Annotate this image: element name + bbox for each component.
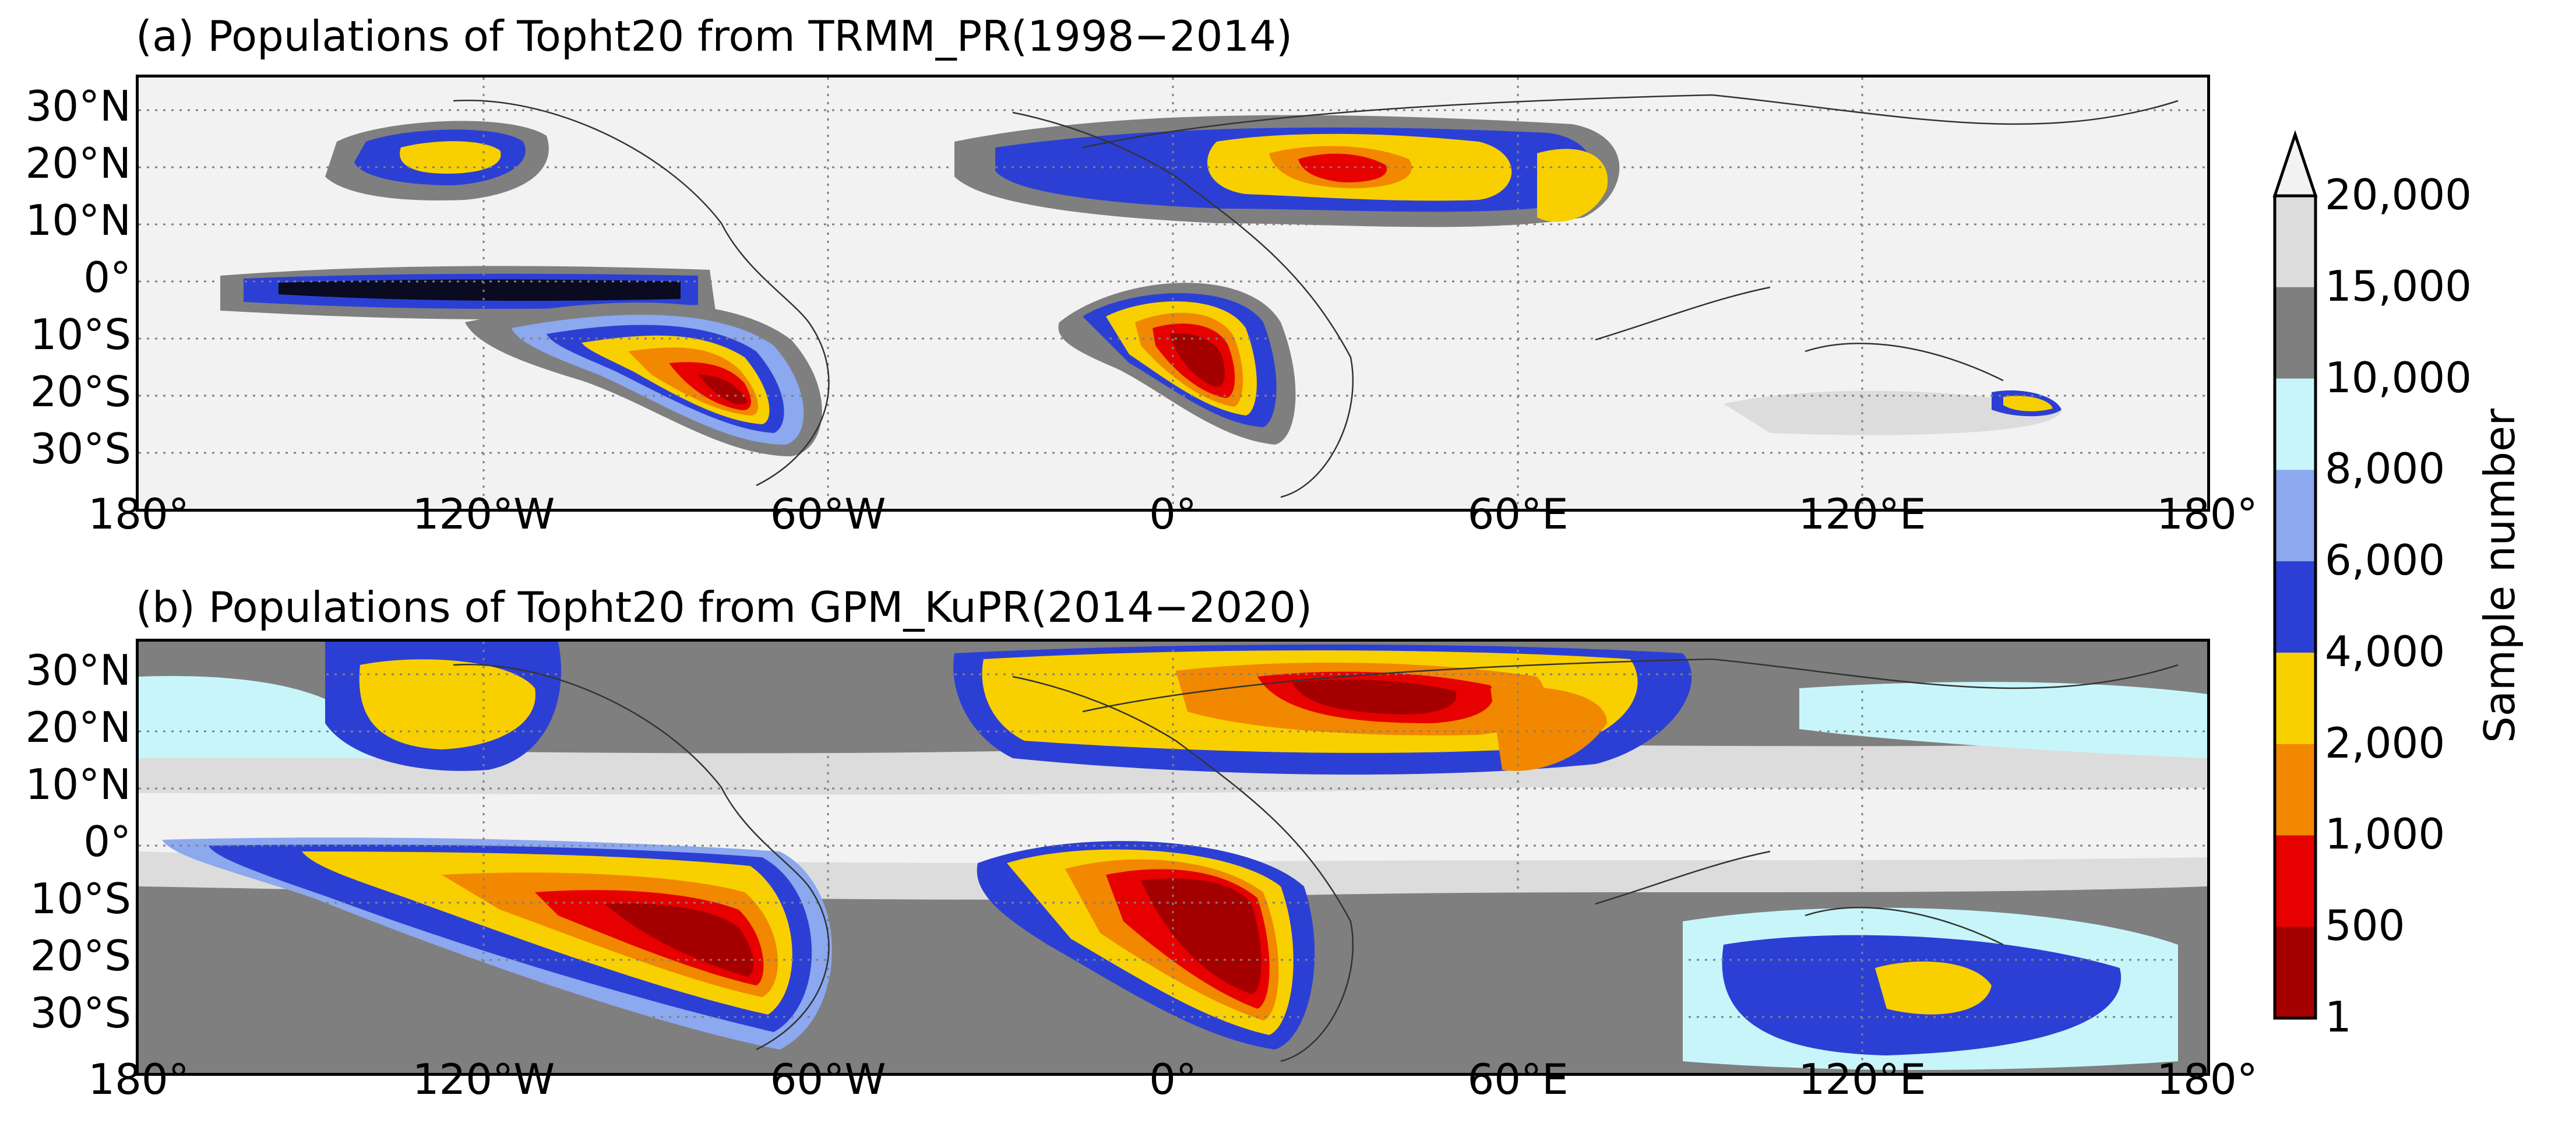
colorbar-segment — [2275, 287, 2316, 379]
lat-tick: 10°S — [30, 874, 131, 923]
colorbar-tick-label: 2,000 — [2325, 718, 2445, 768]
colorbar-tick-label: 1,000 — [2325, 809, 2445, 859]
colorbar-tick-label: 4,000 — [2325, 626, 2445, 676]
lon-tick: 180° — [2156, 490, 2258, 538]
lon-tick: 180° — [2156, 1055, 2258, 1104]
lon-tick: 120°W — [412, 490, 555, 538]
lat-tick: 0° — [83, 817, 131, 866]
colorbar-segment — [2275, 744, 2316, 836]
lat-tick: 20°N — [25, 703, 131, 752]
lon-tick: 60°E — [1467, 1055, 1569, 1104]
lon-tick: 120°W — [412, 1055, 555, 1104]
colorbar-tick-label: 6,000 — [2325, 536, 2445, 585]
lon-tick: 180° — [88, 1055, 189, 1104]
lon-gridlines — [482, 78, 1863, 509]
lon-tick: 0° — [1149, 490, 1197, 538]
colorbar-title: Sample number — [2475, 409, 2524, 743]
colorbar-tick-label: 15,000 — [2325, 261, 2472, 311]
lat-tick: 30°S — [30, 424, 131, 473]
lat-tick: 30°N — [25, 82, 131, 131]
panel-b-map — [136, 639, 2210, 1076]
colorbar-tick-label: 20,000 — [2325, 170, 2472, 219]
lon-tick: 120°E — [1798, 490, 1926, 538]
lat-tick: 30°N — [25, 646, 131, 695]
colorbar-tick-label: 8,000 — [2325, 444, 2445, 494]
lat-tick: 10°N — [25, 196, 131, 245]
panel-a-map — [136, 75, 2210, 512]
lat-tick: 10°S — [30, 310, 131, 359]
colorbar-segment — [2275, 652, 2316, 745]
lat-tick: 20°S — [30, 931, 131, 980]
region-contour — [1724, 390, 2061, 435]
colorbar-segment — [2275, 378, 2316, 470]
colorbar-segment — [2275, 470, 2316, 562]
lon-tick: 60°E — [1467, 490, 1569, 538]
panel-a-title: (a) Populations of Topht20 from TRMM_PR(… — [136, 12, 1293, 61]
coastlines — [453, 658, 2179, 1062]
lon-gridlines — [482, 642, 1863, 1073]
colorbar — [2272, 130, 2318, 1020]
lon-tick: 120°E — [1798, 1055, 1926, 1104]
colorbar-tick-label: 10,000 — [2325, 353, 2472, 402]
lat-tick: 20°N — [25, 139, 131, 188]
panel-b-title: (b) Populations of Topht20 from GPM_KuPR… — [136, 583, 1313, 632]
colorbar-segment — [2275, 196, 2316, 288]
lat-tick: 30°S — [30, 988, 131, 1037]
lon-tick: 60°W — [770, 1055, 886, 1104]
lon-tick: 0° — [1149, 1055, 1197, 1104]
lat-tick: 10°N — [25, 760, 131, 809]
lat-tick: 20°S — [30, 367, 131, 416]
colorbar-extend-arrow — [2272, 130, 2318, 198]
lon-tick: 180° — [88, 490, 189, 538]
panel-a-map-canvas — [139, 78, 2207, 509]
colorbar-tick-label: 1 — [2325, 992, 2352, 1041]
lon-tick: 60°W — [770, 490, 886, 538]
colorbar-segments — [2275, 196, 2316, 1019]
colorbar-tick-label: 500 — [2325, 901, 2405, 951]
colorbar-segment — [2275, 835, 2316, 927]
colorbar-segment — [2275, 561, 2316, 653]
panel-b-map-canvas — [139, 642, 2207, 1073]
lat-tick: 0° — [83, 253, 131, 302]
coastlines — [453, 94, 2179, 498]
colorbar-segment — [2275, 927, 2316, 1019]
